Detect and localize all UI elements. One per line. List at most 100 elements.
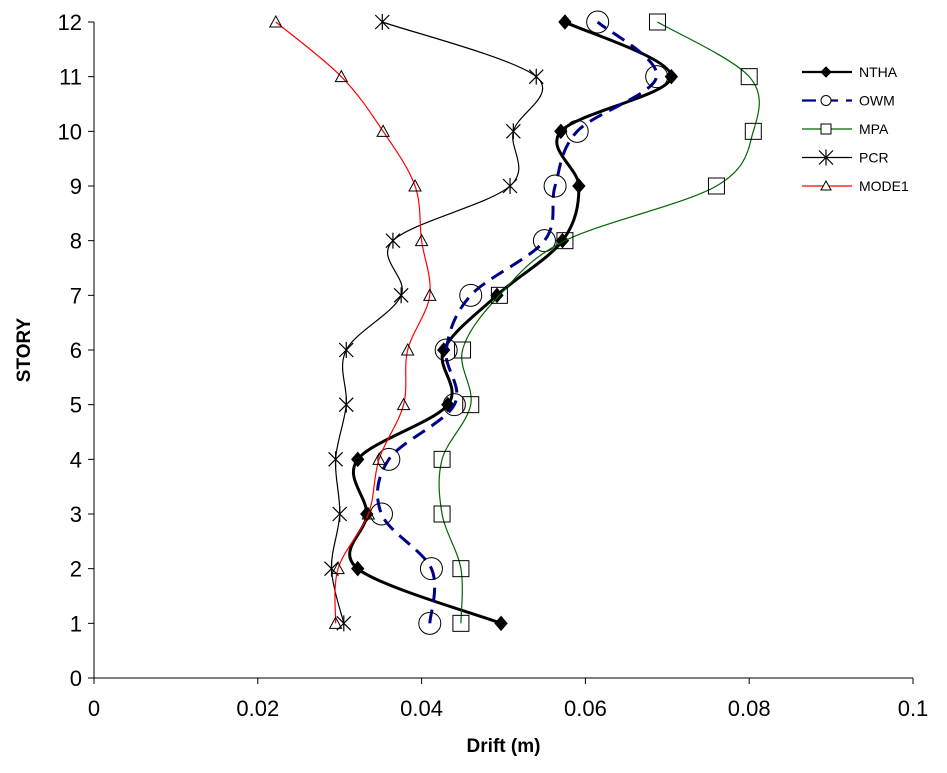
y-tick-label: 5 bbox=[70, 393, 82, 418]
point-mpa-story-8 bbox=[556, 232, 574, 250]
point-mpa-story-5 bbox=[462, 396, 480, 414]
point-mode1-story-5 bbox=[396, 397, 411, 411]
point-mpa-story-11 bbox=[740, 68, 758, 86]
point-pcr-story-6 bbox=[338, 342, 354, 358]
point-owm-story-2 bbox=[419, 557, 443, 581]
point-owm-story-12 bbox=[586, 10, 610, 34]
legend-marker-ntha bbox=[820, 66, 832, 78]
y-tick-label: 9 bbox=[70, 174, 82, 199]
y-tick-label: 4 bbox=[70, 447, 82, 472]
series-ntha bbox=[348, 14, 679, 632]
series-owm bbox=[369, 10, 669, 635]
point-mode1-story-4 bbox=[372, 452, 386, 465]
legend-label-owm: OWM bbox=[859, 93, 895, 109]
series-line-mode1 bbox=[275, 21, 431, 624]
point-mode1-story-11 bbox=[334, 69, 349, 83]
point-pcr-story-9 bbox=[502, 178, 518, 194]
legend-marker-owm bbox=[820, 95, 832, 106]
series-mpa bbox=[433, 13, 762, 632]
point-ntha-story-4 bbox=[351, 451, 365, 468]
y-tick-label: 6 bbox=[70, 338, 82, 363]
point-mode1-story-3 bbox=[361, 506, 376, 520]
point-mode1-story-12 bbox=[268, 14, 283, 28]
legend-item-mode1: MODE1 bbox=[802, 178, 909, 194]
point-mpa-story-2 bbox=[452, 560, 470, 578]
point-owm-story-3 bbox=[369, 502, 393, 526]
point-owm-story-11 bbox=[645, 65, 669, 89]
y-tick-label: 7 bbox=[70, 283, 82, 308]
point-owm-story-8 bbox=[532, 229, 556, 253]
point-pcr-story-3 bbox=[332, 506, 348, 522]
x-tick-label: 0.02 bbox=[236, 696, 279, 721]
point-owm-story-4 bbox=[377, 447, 401, 471]
point-mpa-story-9 bbox=[707, 177, 725, 195]
point-pcr-story-11 bbox=[528, 68, 544, 85]
legend-label-mode1: MODE1 bbox=[859, 178, 909, 194]
point-mode1-story-7 bbox=[422, 288, 437, 301]
x-tick-label: 0.08 bbox=[728, 696, 771, 721]
point-mpa-story-7 bbox=[490, 286, 508, 304]
legend-item-mpa: MPA bbox=[802, 121, 889, 137]
x-tick-label: 0.06 bbox=[564, 696, 607, 721]
series-line-ntha bbox=[348, 20, 673, 625]
series-layer bbox=[268, 10, 762, 635]
point-owm-story-6 bbox=[434, 338, 458, 362]
point-mpa-story-10 bbox=[744, 122, 762, 140]
y-axis-title: STORY bbox=[14, 317, 35, 382]
x-axis-title: Drift (m) bbox=[467, 736, 541, 757]
x-tick-label: 0 bbox=[88, 696, 100, 721]
point-mode1-story-10 bbox=[376, 124, 390, 137]
y-tick-label: 11 bbox=[59, 65, 82, 90]
point-mode1-story-6 bbox=[400, 342, 415, 356]
legend-label-mpa: MPA bbox=[859, 121, 889, 137]
legend-marker-mpa bbox=[820, 123, 832, 135]
series-line-mpa bbox=[438, 21, 760, 624]
point-pcr-story-12 bbox=[374, 14, 390, 30]
legend-item-owm: OWM bbox=[802, 93, 895, 109]
series-pcr bbox=[324, 14, 544, 632]
point-mode1-story-8 bbox=[414, 233, 429, 247]
y-tick-label: 1 bbox=[70, 611, 82, 636]
point-mpa-story-12 bbox=[648, 13, 666, 31]
legend-item-pcr: PCR bbox=[802, 149, 889, 166]
point-ntha-story-9 bbox=[572, 178, 586, 194]
point-pcr-story-10 bbox=[505, 123, 521, 140]
series-mode1 bbox=[268, 14, 437, 629]
y-tick-label: 0 bbox=[70, 666, 82, 691]
y-tick-label: 8 bbox=[70, 229, 82, 254]
point-ntha-story-2 bbox=[351, 560, 365, 577]
point-mpa-story-4 bbox=[433, 450, 451, 468]
point-owm-story-9 bbox=[543, 174, 567, 198]
point-owm-story-1 bbox=[418, 611, 442, 635]
point-mpa-story-1 bbox=[452, 614, 470, 632]
point-pcr-story-7 bbox=[393, 287, 409, 304]
y-tick-label: 2 bbox=[70, 557, 82, 582]
y-tick-label: 3 bbox=[70, 502, 82, 527]
point-mode1-story-1 bbox=[328, 616, 343, 629]
point-owm-story-5 bbox=[442, 393, 466, 417]
point-owm-story-10 bbox=[565, 119, 589, 143]
point-pcr-story-8 bbox=[385, 232, 401, 249]
series-line-pcr bbox=[330, 21, 544, 624]
point-pcr-story-5 bbox=[338, 396, 354, 413]
x-tick-label: 0.1 bbox=[898, 696, 929, 721]
point-ntha-story-1 bbox=[494, 615, 508, 632]
point-ntha-story-12 bbox=[558, 14, 572, 30]
point-mpa-story-6 bbox=[454, 341, 472, 359]
legend-marker-mode1 bbox=[820, 179, 832, 191]
point-pcr-story-4 bbox=[328, 451, 344, 468]
y-tick-label: 10 bbox=[58, 119, 82, 144]
legend-label-ntha: NTHA bbox=[859, 64, 898, 80]
legend: NTHA OWM MPA PCR MODE1 bbox=[802, 64, 909, 194]
point-mode1-story-2 bbox=[331, 561, 345, 575]
legend-label-pcr: PCR bbox=[859, 150, 889, 166]
point-ntha-story-10 bbox=[554, 123, 568, 140]
x-tick-label: 0.04 bbox=[400, 696, 443, 721]
y-tick-label: 12 bbox=[58, 10, 82, 35]
legend-item-ntha: NTHA bbox=[802, 64, 898, 80]
point-owm-story-7 bbox=[459, 283, 483, 307]
legend-marker-pcr bbox=[818, 149, 834, 166]
point-mode1-story-9 bbox=[408, 178, 422, 192]
